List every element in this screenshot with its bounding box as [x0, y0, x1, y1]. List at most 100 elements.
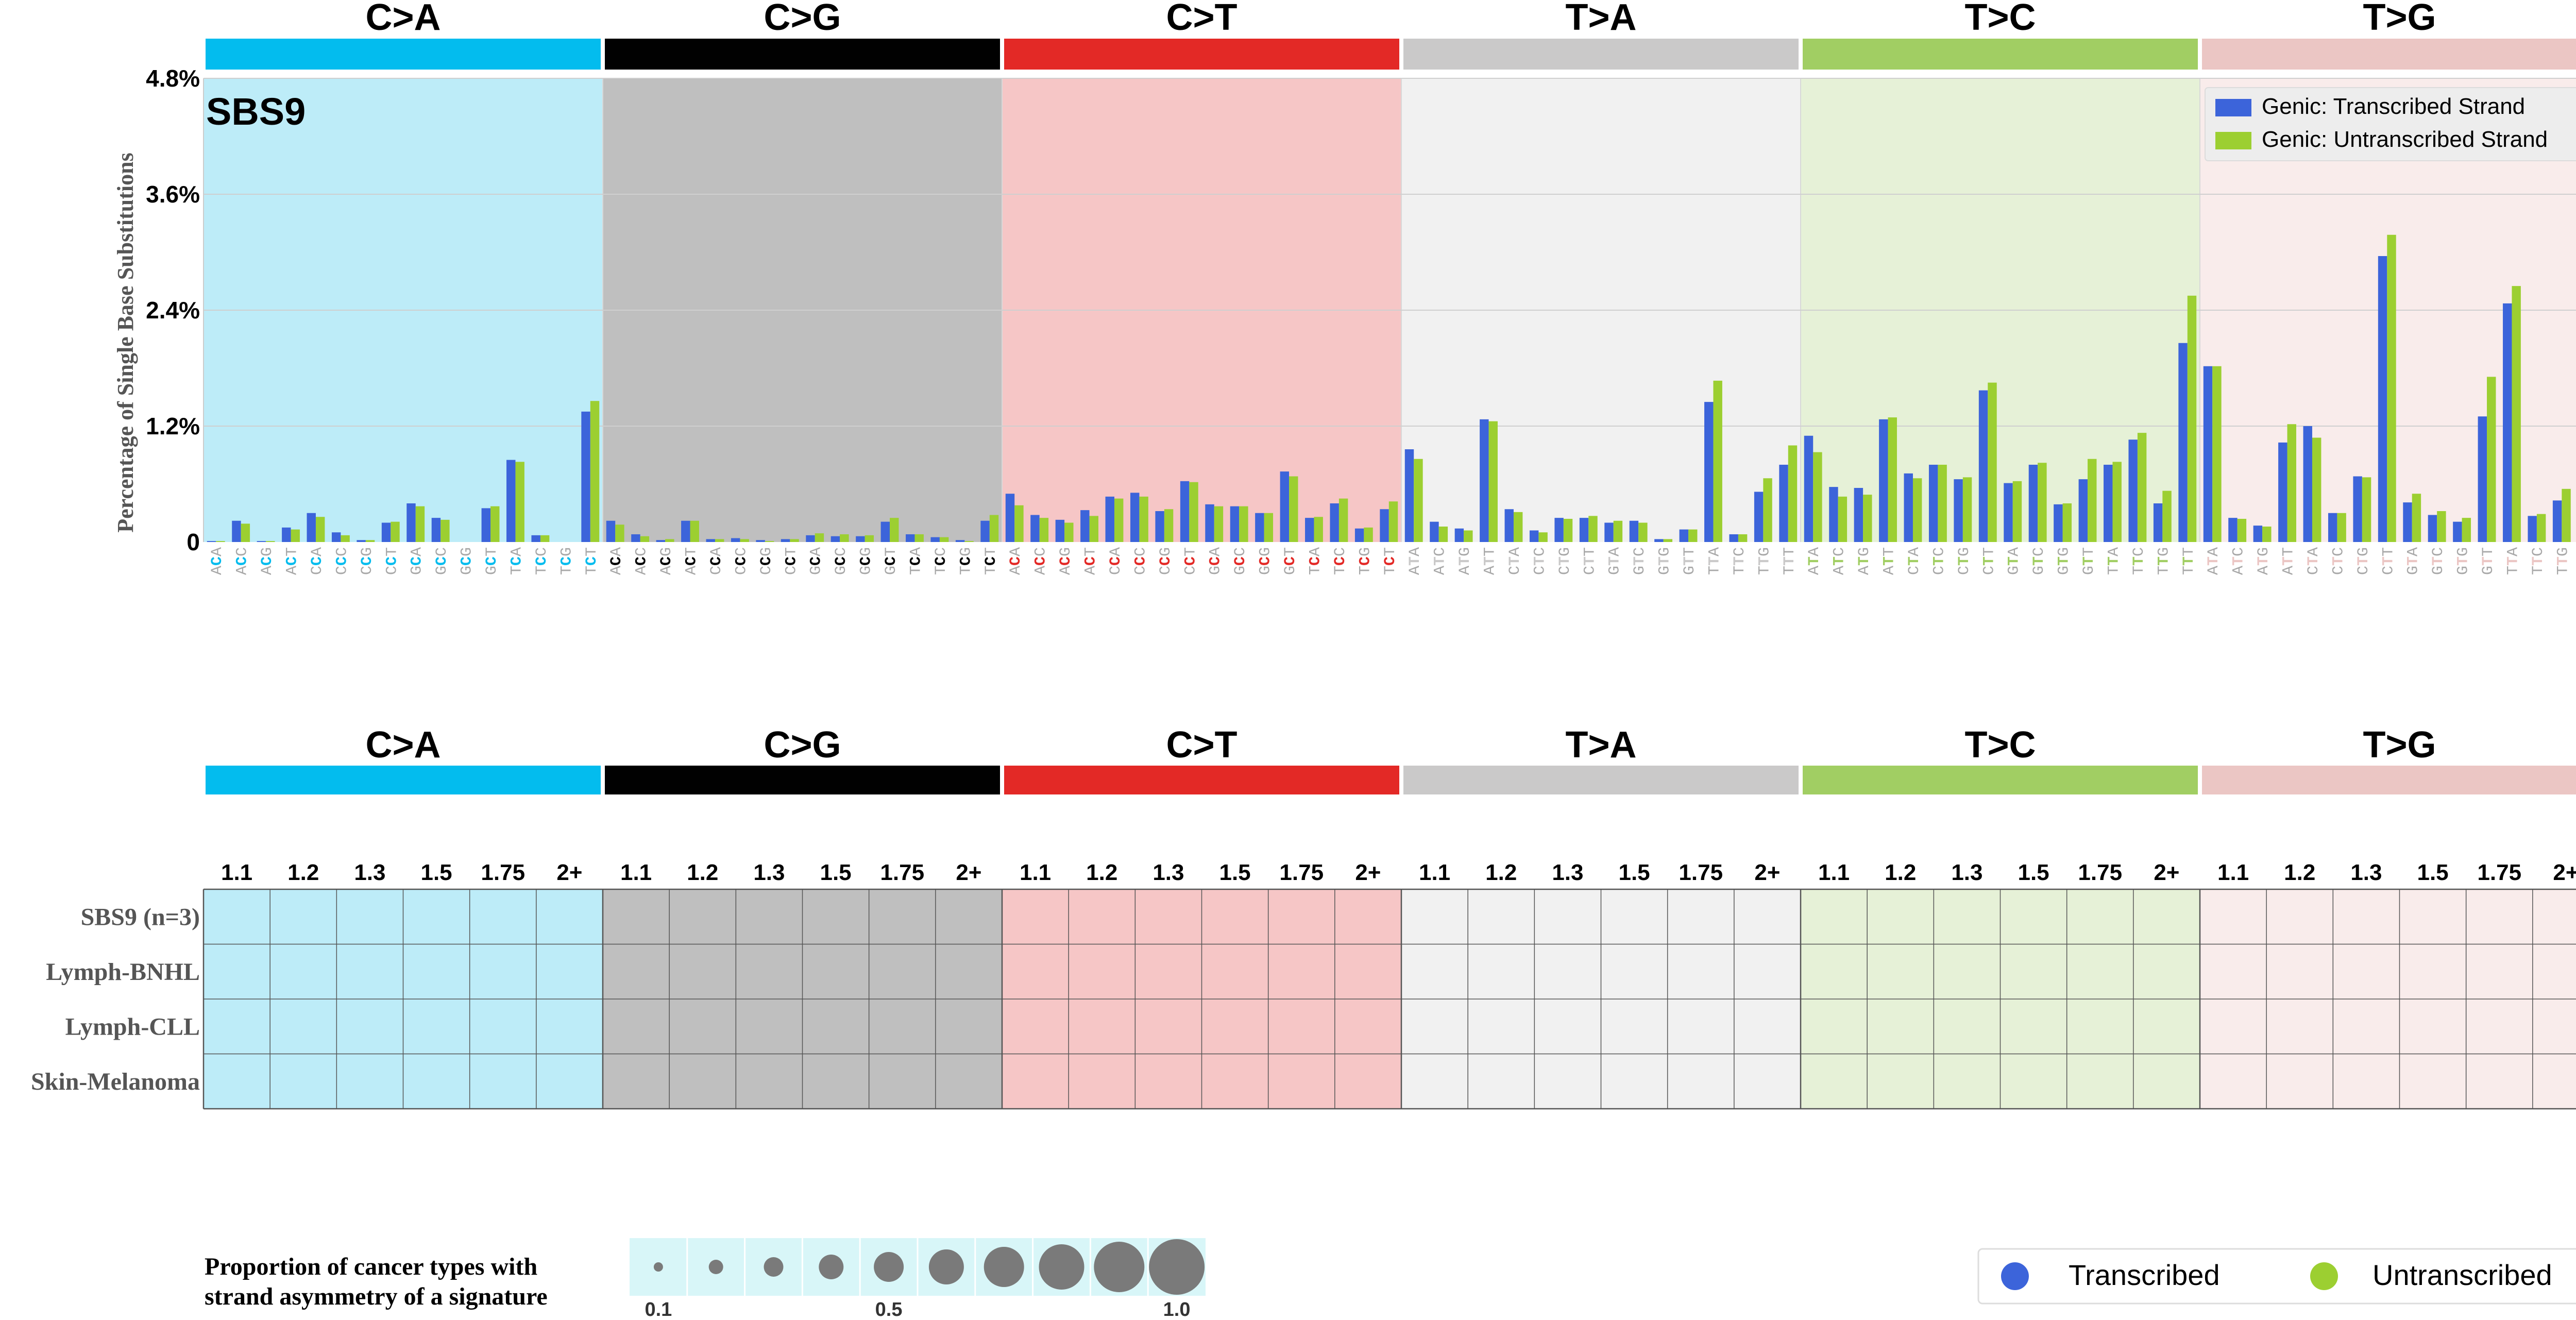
trinucleotide-label: GTA [2006, 547, 2023, 575]
trinucleotide-label: GCG [858, 547, 875, 575]
bar-transcribed [2278, 442, 2287, 542]
trinucleotide-label: TTG [2554, 547, 2572, 575]
bar-untranscribed [1338, 498, 1348, 542]
legend-label-1: Genic: Untranscribed Strand [2262, 127, 2548, 152]
bar-transcribed [731, 538, 740, 542]
trinucleotide-label: ATA [1406, 547, 1424, 575]
bar-untranscribed [1189, 482, 1198, 542]
trinucleotide-label: CCC [333, 547, 351, 575]
bar-untranscribed [1563, 519, 1573, 542]
bar-untranscribed [2362, 477, 2371, 542]
bar-transcribed [1380, 509, 1389, 542]
bar-untranscribed [2137, 433, 2147, 542]
table-row-label: SBS9 (n=3) [81, 903, 200, 930]
table-column-label: 1.1 [620, 860, 652, 885]
bar-untranscribed [1239, 506, 1248, 542]
table-column-label: 1.1 [1020, 860, 1051, 885]
trinucleotide-label: CTA [1506, 547, 1524, 575]
trinucleotide-label: ACT [683, 547, 701, 575]
bar-transcribed [1779, 465, 1788, 542]
bar-untranscribed [890, 518, 899, 542]
table-row-label: Lymph-CLL [65, 1013, 200, 1040]
trinucleotide-label: ATC [1831, 547, 1849, 575]
bar-transcribed [2403, 502, 2412, 542]
table-type-label: T>G [2363, 724, 2436, 766]
bar-untranscribed [765, 541, 774, 542]
trinucleotide-label: CCA [708, 547, 725, 575]
trinucleotide-label: CTG [1956, 547, 1973, 575]
trinucleotide-label: GCT [483, 547, 501, 575]
y-axis: 0 1.2% 2.4% 3.6% 4.8% [146, 65, 204, 555]
table-column-label: 1.3 [354, 860, 385, 885]
bar-untranscribed [2038, 463, 2047, 542]
trinucleotide-label: CTT [1980, 547, 1998, 575]
bar-untranscribed [615, 524, 624, 542]
table-column-labels: 1.1 1.2 1.3 1.5 1.75 2+ 1.1 1.2 1.3 1.5 1.75 2+ 1.1 1… [221, 860, 2576, 885]
trinucleotide-label: GTT [2480, 547, 2497, 575]
trinucleotide-label: GCT [883, 547, 900, 575]
trinucleotide-label: CCT [383, 547, 401, 575]
trinucleotide-label: TTT [2180, 547, 2198, 575]
bar-untranscribed [1089, 516, 1098, 542]
bar-untranscribed [490, 506, 500, 542]
table-column-label: 1.75 [481, 860, 525, 885]
bar-untranscribed [1314, 517, 1323, 542]
bar-transcribed [1654, 539, 1664, 542]
table-column-label: 1.1 [1419, 860, 1450, 885]
bar-untranscribed [2012, 481, 2022, 542]
bar-transcribed [2228, 518, 2238, 542]
bar-transcribed [1704, 402, 1714, 542]
trinucleotide-label: TTC [2130, 547, 2148, 575]
table-type-label: C>T [1166, 724, 1237, 766]
bar-transcribed [1804, 435, 1814, 542]
bar-untranscribed [1214, 506, 1224, 542]
legend-swatch-1 [2215, 132, 2251, 149]
bar-untranscribed [1638, 522, 1648, 542]
trinucleotide-label: CTA [1906, 547, 1923, 575]
trinucleotide-label: ACC [1032, 547, 1050, 575]
size-legend-title-line-2: strand asymmetry of a signature [205, 1283, 548, 1310]
bar-untranscribed [665, 539, 674, 542]
strand-asymmetry-table: C>A C>G C>T T>A T>C T>G 1.1 1.2 1.3 1.5 1.75 2+ 1.1… [31, 724, 2576, 1110]
trinucleotide-label: TTC [2530, 547, 2547, 575]
trinucleotide-label: GTA [2405, 547, 2422, 575]
trinucleotide-labels: ACA ACC ACG ACT CCA CCC CCG CCT GCA GCC GCG GCT TCA T… [209, 547, 2572, 575]
trinucleotide-label: ACG [1057, 547, 1075, 575]
trinucleotide-label: TTA [2504, 547, 2522, 575]
size-legend-title-line-1: Proportion of cancer types with [205, 1253, 537, 1280]
bar-untranscribed [690, 520, 699, 542]
bar-untranscribed [241, 523, 250, 542]
size-legend-circle [1094, 1242, 1145, 1292]
trinucleotide-label: ATG [2255, 547, 2273, 575]
bar-transcribed [1579, 518, 1589, 542]
bar-untranscribed [1613, 520, 1623, 542]
bar-transcribed [257, 541, 266, 542]
bar-untranscribed [2487, 377, 2496, 542]
trinucleotide-label: TCG [558, 547, 575, 575]
bar-untranscribed [266, 541, 275, 542]
bar-transcribed [1330, 503, 1339, 542]
bar-untranscribed [840, 534, 849, 542]
table-mutation-type-header: C>A C>G C>T T>A T>C T>G [206, 724, 2576, 794]
trinucleotide-label: TTA [1706, 547, 1723, 575]
table-row-label: Lymph-BNHL [46, 958, 200, 986]
bar-transcribed [2104, 465, 2113, 542]
bar-transcribed [506, 460, 516, 542]
size-legend: Proportion of cancer types with strand a… [205, 1238, 1206, 1320]
table-type-bar-0 [206, 766, 601, 794]
table-column-label: 1.75 [1679, 860, 1723, 885]
table-type-bar-1 [605, 766, 1000, 794]
trinucleotide-label: ACG [259, 547, 276, 575]
bar-transcribed [1529, 530, 1539, 542]
trinucleotide-label: CTC [2330, 547, 2347, 575]
mutation-type-header: C>A C>G C>T T>A T>C T>G [206, 0, 2576, 70]
bar-transcribed [1280, 471, 1290, 542]
table-column-label: 2+ [1754, 860, 1780, 885]
table-row-labels: SBS9 (n=3) Lymph-BNHL Lymph-CLL Skin-Melano… [31, 903, 200, 1095]
trinucleotide-label: CTG [1556, 547, 1574, 575]
size-legend-scale: 0.1 0.5 1.0 [630, 1238, 1206, 1320]
bar-untranscribed [1039, 518, 1049, 542]
bar-untranscribed [1863, 495, 1872, 542]
bar-transcribed [1904, 473, 1913, 542]
